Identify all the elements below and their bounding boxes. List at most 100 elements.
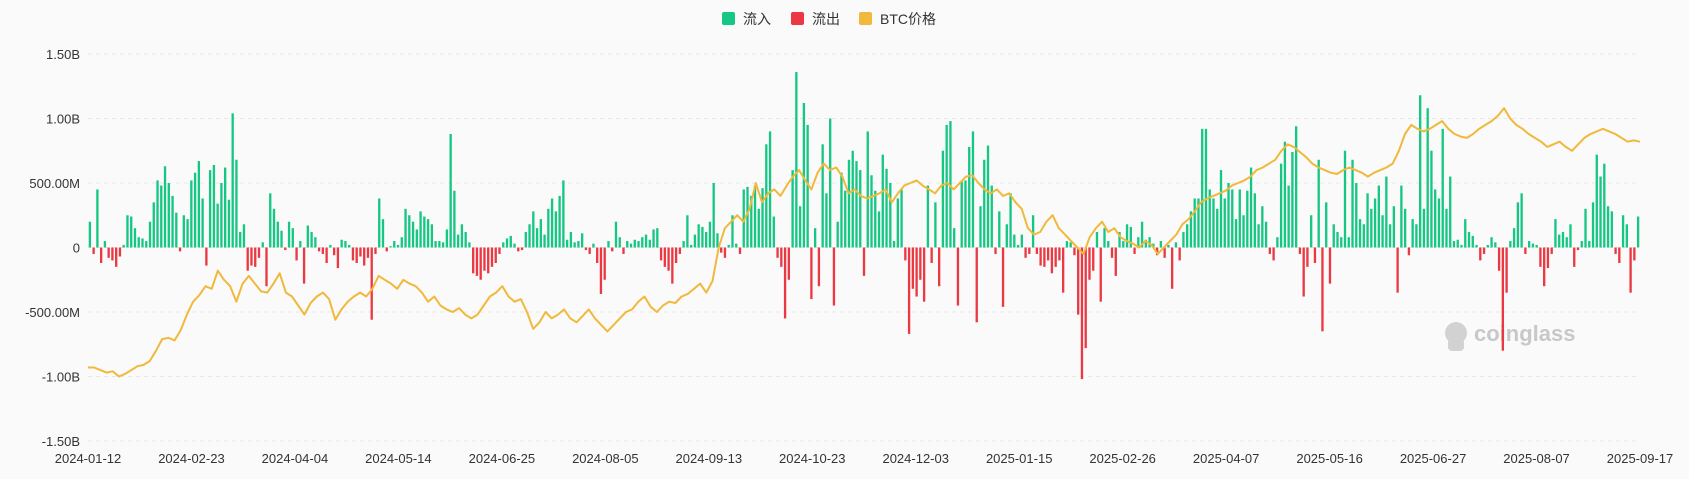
outflow-bar bbox=[1543, 248, 1545, 287]
inflow-bar bbox=[1566, 237, 1568, 247]
inflow-bar bbox=[900, 189, 902, 247]
inflow-bar bbox=[1415, 224, 1417, 247]
inflow-bar bbox=[280, 231, 282, 248]
inflow-bar bbox=[525, 232, 527, 247]
inflow-bar bbox=[134, 228, 136, 247]
outflow-bar bbox=[818, 248, 820, 287]
inflow-bar bbox=[201, 198, 203, 247]
inflow-bar bbox=[232, 113, 234, 247]
inflow-bar bbox=[1280, 164, 1282, 248]
outflow-bar bbox=[495, 248, 497, 263]
x-tick-label: 2024-08-05 bbox=[572, 451, 639, 466]
inflow-bar bbox=[1581, 241, 1583, 247]
legend-label: BTC价格 bbox=[880, 11, 936, 27]
outflow-bar bbox=[1502, 248, 1504, 351]
inflow-bar bbox=[592, 244, 594, 248]
x-tick-label: 2024-10-23 bbox=[779, 451, 846, 466]
outflow-bar bbox=[957, 248, 959, 306]
inflow-bar bbox=[652, 229, 654, 247]
outflow-bar bbox=[589, 248, 591, 254]
inflow-bar bbox=[449, 134, 451, 248]
inflow-bar bbox=[1096, 232, 1098, 247]
outflow-bar bbox=[915, 248, 917, 297]
inflow-bar bbox=[697, 224, 699, 247]
inflow-bar bbox=[340, 240, 342, 248]
inflow-bar bbox=[1287, 186, 1289, 248]
outflow-bar bbox=[784, 248, 786, 319]
inflow-bar bbox=[438, 241, 440, 247]
inflow-bar bbox=[682, 241, 684, 247]
inflow-bar bbox=[186, 219, 188, 247]
x-tick-label: 2025-01-15 bbox=[986, 451, 1053, 466]
x-tick-label: 2024-09-13 bbox=[676, 451, 743, 466]
outflow-bar bbox=[258, 248, 260, 258]
outflow-bar bbox=[1043, 248, 1045, 267]
inflow-bar bbox=[397, 245, 399, 248]
outflow-bar bbox=[1024, 248, 1026, 258]
inflow-bar bbox=[1291, 152, 1293, 247]
inflow-bar bbox=[1276, 237, 1278, 247]
inflow-bar bbox=[1013, 235, 1015, 248]
inflow-bar bbox=[1284, 142, 1286, 248]
outflow-bar bbox=[938, 248, 940, 287]
inflow-bar bbox=[1340, 237, 1342, 247]
inflow-bar bbox=[709, 222, 711, 248]
inflow-bar bbox=[288, 222, 290, 248]
inflow-bar bbox=[1487, 245, 1489, 248]
outflow-bar bbox=[1633, 248, 1635, 261]
outflow-bar bbox=[1614, 248, 1616, 254]
inflow-bar bbox=[543, 235, 545, 248]
inflow-bar bbox=[558, 196, 560, 248]
outflow-bar bbox=[923, 248, 925, 302]
inflow-bar bbox=[1220, 170, 1222, 247]
inflow-bar bbox=[893, 241, 895, 247]
inflow-bar bbox=[401, 237, 403, 247]
y-tick-label: 1.00B bbox=[46, 112, 80, 127]
outflow-bar bbox=[108, 248, 110, 258]
outflow-bar bbox=[1088, 248, 1090, 280]
outflow-bar bbox=[386, 248, 388, 252]
inflow-bar bbox=[1490, 237, 1492, 247]
inflow-bar bbox=[1475, 245, 1477, 248]
inflow-bar bbox=[1231, 189, 1233, 247]
inflow-bar bbox=[562, 180, 564, 247]
inflow-bar bbox=[1205, 129, 1207, 248]
y-tick-label: -1.50B bbox=[42, 434, 80, 449]
inflow-bar bbox=[998, 211, 1000, 247]
legend-item-0[interactable]: 流入 bbox=[722, 11, 771, 27]
inflow-bar bbox=[1107, 241, 1109, 247]
inflow-bar bbox=[156, 180, 158, 247]
inflow-bar bbox=[1351, 160, 1353, 248]
x-tick-label: 2025-06-27 bbox=[1400, 451, 1467, 466]
outflow-bar bbox=[904, 248, 906, 261]
inflow-bar bbox=[141, 238, 143, 247]
inflow-bar bbox=[262, 242, 264, 247]
inflow-bar bbox=[844, 191, 846, 248]
inflow-bar bbox=[769, 131, 771, 247]
legend[interactable]: 流入 流出 BTC价格 bbox=[722, 11, 936, 27]
outflow-bar bbox=[1002, 248, 1004, 307]
inflow-bar bbox=[183, 215, 185, 247]
inflow-bar bbox=[690, 245, 692, 248]
outflow-bar bbox=[295, 248, 297, 261]
legend-item-1[interactable]: 流出 bbox=[791, 11, 840, 27]
inflow-bar bbox=[649, 240, 651, 248]
outflow-bar bbox=[1573, 248, 1575, 267]
inflow-bar bbox=[145, 241, 147, 247]
inflow-bar bbox=[348, 245, 350, 248]
inflow-bar bbox=[1637, 217, 1639, 248]
outflow-bar bbox=[205, 248, 207, 266]
outflow-bar bbox=[1479, 248, 1481, 261]
inflow-bar bbox=[528, 224, 530, 247]
outflow-bar bbox=[788, 248, 790, 280]
inflow-bar bbox=[1393, 206, 1395, 247]
inflow-bar bbox=[126, 215, 128, 247]
inflow-bar bbox=[419, 211, 421, 247]
legend-item-2[interactable]: BTC价格 bbox=[859, 11, 936, 27]
outflow-bar bbox=[1058, 248, 1060, 261]
legend-swatch bbox=[722, 12, 735, 25]
outflow-bar bbox=[1111, 248, 1113, 258]
outflow-bar bbox=[908, 248, 910, 334]
inflow-bar bbox=[551, 198, 553, 247]
inflow-bar bbox=[123, 245, 125, 248]
